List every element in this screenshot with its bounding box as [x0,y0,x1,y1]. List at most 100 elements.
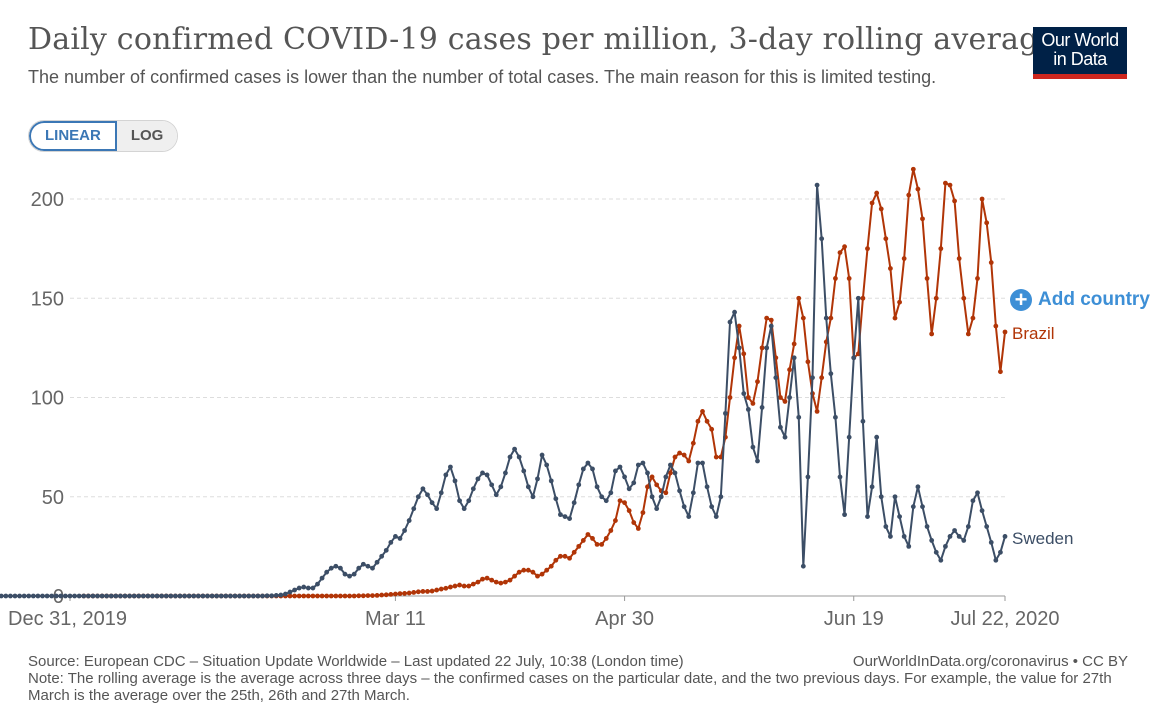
sweden-point[interactable] [250,593,256,599]
brazil-point[interactable] [374,593,380,598]
brazil-point[interactable] [828,315,834,321]
sweden-point[interactable] [773,375,779,381]
brazil-point[interactable] [535,573,540,579]
brazil-point[interactable] [484,575,490,581]
sweden-point[interactable] [145,593,151,599]
sweden-point[interactable] [397,536,403,541]
sweden-point[interactable] [292,587,297,593]
brazil-point[interactable] [553,557,559,563]
sweden-point[interactable] [530,494,536,500]
sweden-point[interactable] [365,563,371,569]
brazil-point[interactable] [768,317,774,323]
sweden-point[interactable] [255,593,261,599]
sweden-point[interactable] [800,563,806,569]
sweden-point[interactable] [576,482,582,488]
brazil-point[interactable] [594,541,600,547]
sweden-point[interactable] [778,424,783,430]
sweden-point[interactable] [525,484,531,490]
sweden-point[interactable] [516,454,522,460]
brazil-point[interactable] [356,593,362,599]
sweden-point[interactable] [507,454,513,460]
sweden-point[interactable] [122,593,128,599]
brazil-point[interactable] [796,295,802,301]
brazil-point[interactable] [466,583,472,589]
brazil-point[interactable] [993,323,999,329]
sweden-point[interactable] [168,593,174,599]
brazil-point[interactable] [548,563,554,569]
brazil-point[interactable] [814,408,820,414]
sweden-point[interactable] [599,494,605,500]
brazil-point[interactable] [837,250,843,256]
brazil-point[interactable] [383,592,389,598]
brazil-point[interactable] [503,579,508,585]
sweden-point[interactable] [347,573,352,579]
brazil-point[interactable] [415,589,421,595]
sweden-point[interactable] [686,514,692,519]
sweden-point[interactable] [768,323,774,329]
sweden-point[interactable] [209,593,215,599]
brazil-point[interactable] [700,408,705,414]
sweden-point[interactable] [988,540,994,545]
brazil-point[interactable] [654,482,660,488]
license-link[interactable]: OurWorldInData.org/coronavirus • CC BY [852,653,1128,670]
brazil-point[interactable] [489,577,495,583]
sweden-point[interactable] [154,593,160,599]
sweden-point[interactable] [470,486,476,492]
sweden-point[interactable] [617,464,623,470]
brazil-point[interactable] [498,580,504,586]
sweden-point[interactable] [49,593,55,599]
sweden-point[interactable] [40,593,45,599]
brazil-point[interactable] [347,593,352,599]
brazil-point[interactable] [438,586,444,592]
brazil-point[interactable] [461,583,467,589]
sweden-point[interactable] [498,484,504,490]
brazil-point[interactable] [333,593,339,599]
sweden-point[interactable] [237,593,242,599]
sweden-point[interactable] [104,593,110,599]
sweden-point[interactable] [127,593,132,599]
sweden-point[interactable] [562,514,568,519]
sweden-point[interactable] [503,470,508,476]
brazil-point[interactable] [425,589,430,594]
sweden-point[interactable] [998,549,1003,555]
brazil-point[interactable] [805,359,811,365]
sweden-point[interactable] [878,494,884,500]
sweden-point[interactable] [315,581,320,587]
sweden-point[interactable] [182,593,187,599]
sweden-point[interactable] [745,407,751,412]
brazil-point[interactable] [493,579,499,585]
brazil-point[interactable] [750,401,756,406]
linear-scale-button[interactable]: LINEAR [29,121,117,151]
brazil-point[interactable] [897,299,902,305]
brazil-point[interactable] [558,553,563,559]
sweden-point[interactable] [448,464,453,470]
brazil-point[interactable] [846,276,852,281]
brazil-point[interactable] [755,379,760,385]
sweden-point[interactable] [810,375,815,381]
sweden-point[interactable] [44,593,50,599]
sweden-point[interactable] [690,490,696,496]
sweden-point[interactable] [214,593,220,599]
sweden-point[interactable] [379,553,385,559]
sweden-point[interactable] [489,482,495,488]
brazil-point[interactable] [961,295,967,301]
sweden-point[interactable] [443,472,449,478]
brazil-point[interactable] [603,536,609,541]
sweden-point[interactable] [58,593,64,599]
sweden-point[interactable] [223,593,229,599]
sweden-point[interactable] [393,534,398,539]
sweden-point[interactable] [457,498,462,504]
brazil-point[interactable] [539,571,545,577]
brazil-point[interactable] [681,452,687,458]
brazil-point[interactable] [590,536,595,541]
brazil-point[interactable] [759,345,765,351]
brazil-point[interactable] [663,490,669,496]
sweden-point[interactable] [539,452,545,458]
sweden-point[interactable] [571,500,577,506]
brazil-point[interactable] [975,276,980,281]
brazil-point[interactable] [1002,329,1008,335]
sweden-point[interactable] [81,593,87,599]
sweden-point[interactable] [759,405,765,410]
sweden-point[interactable] [947,534,953,539]
sweden-point[interactable] [67,593,73,599]
